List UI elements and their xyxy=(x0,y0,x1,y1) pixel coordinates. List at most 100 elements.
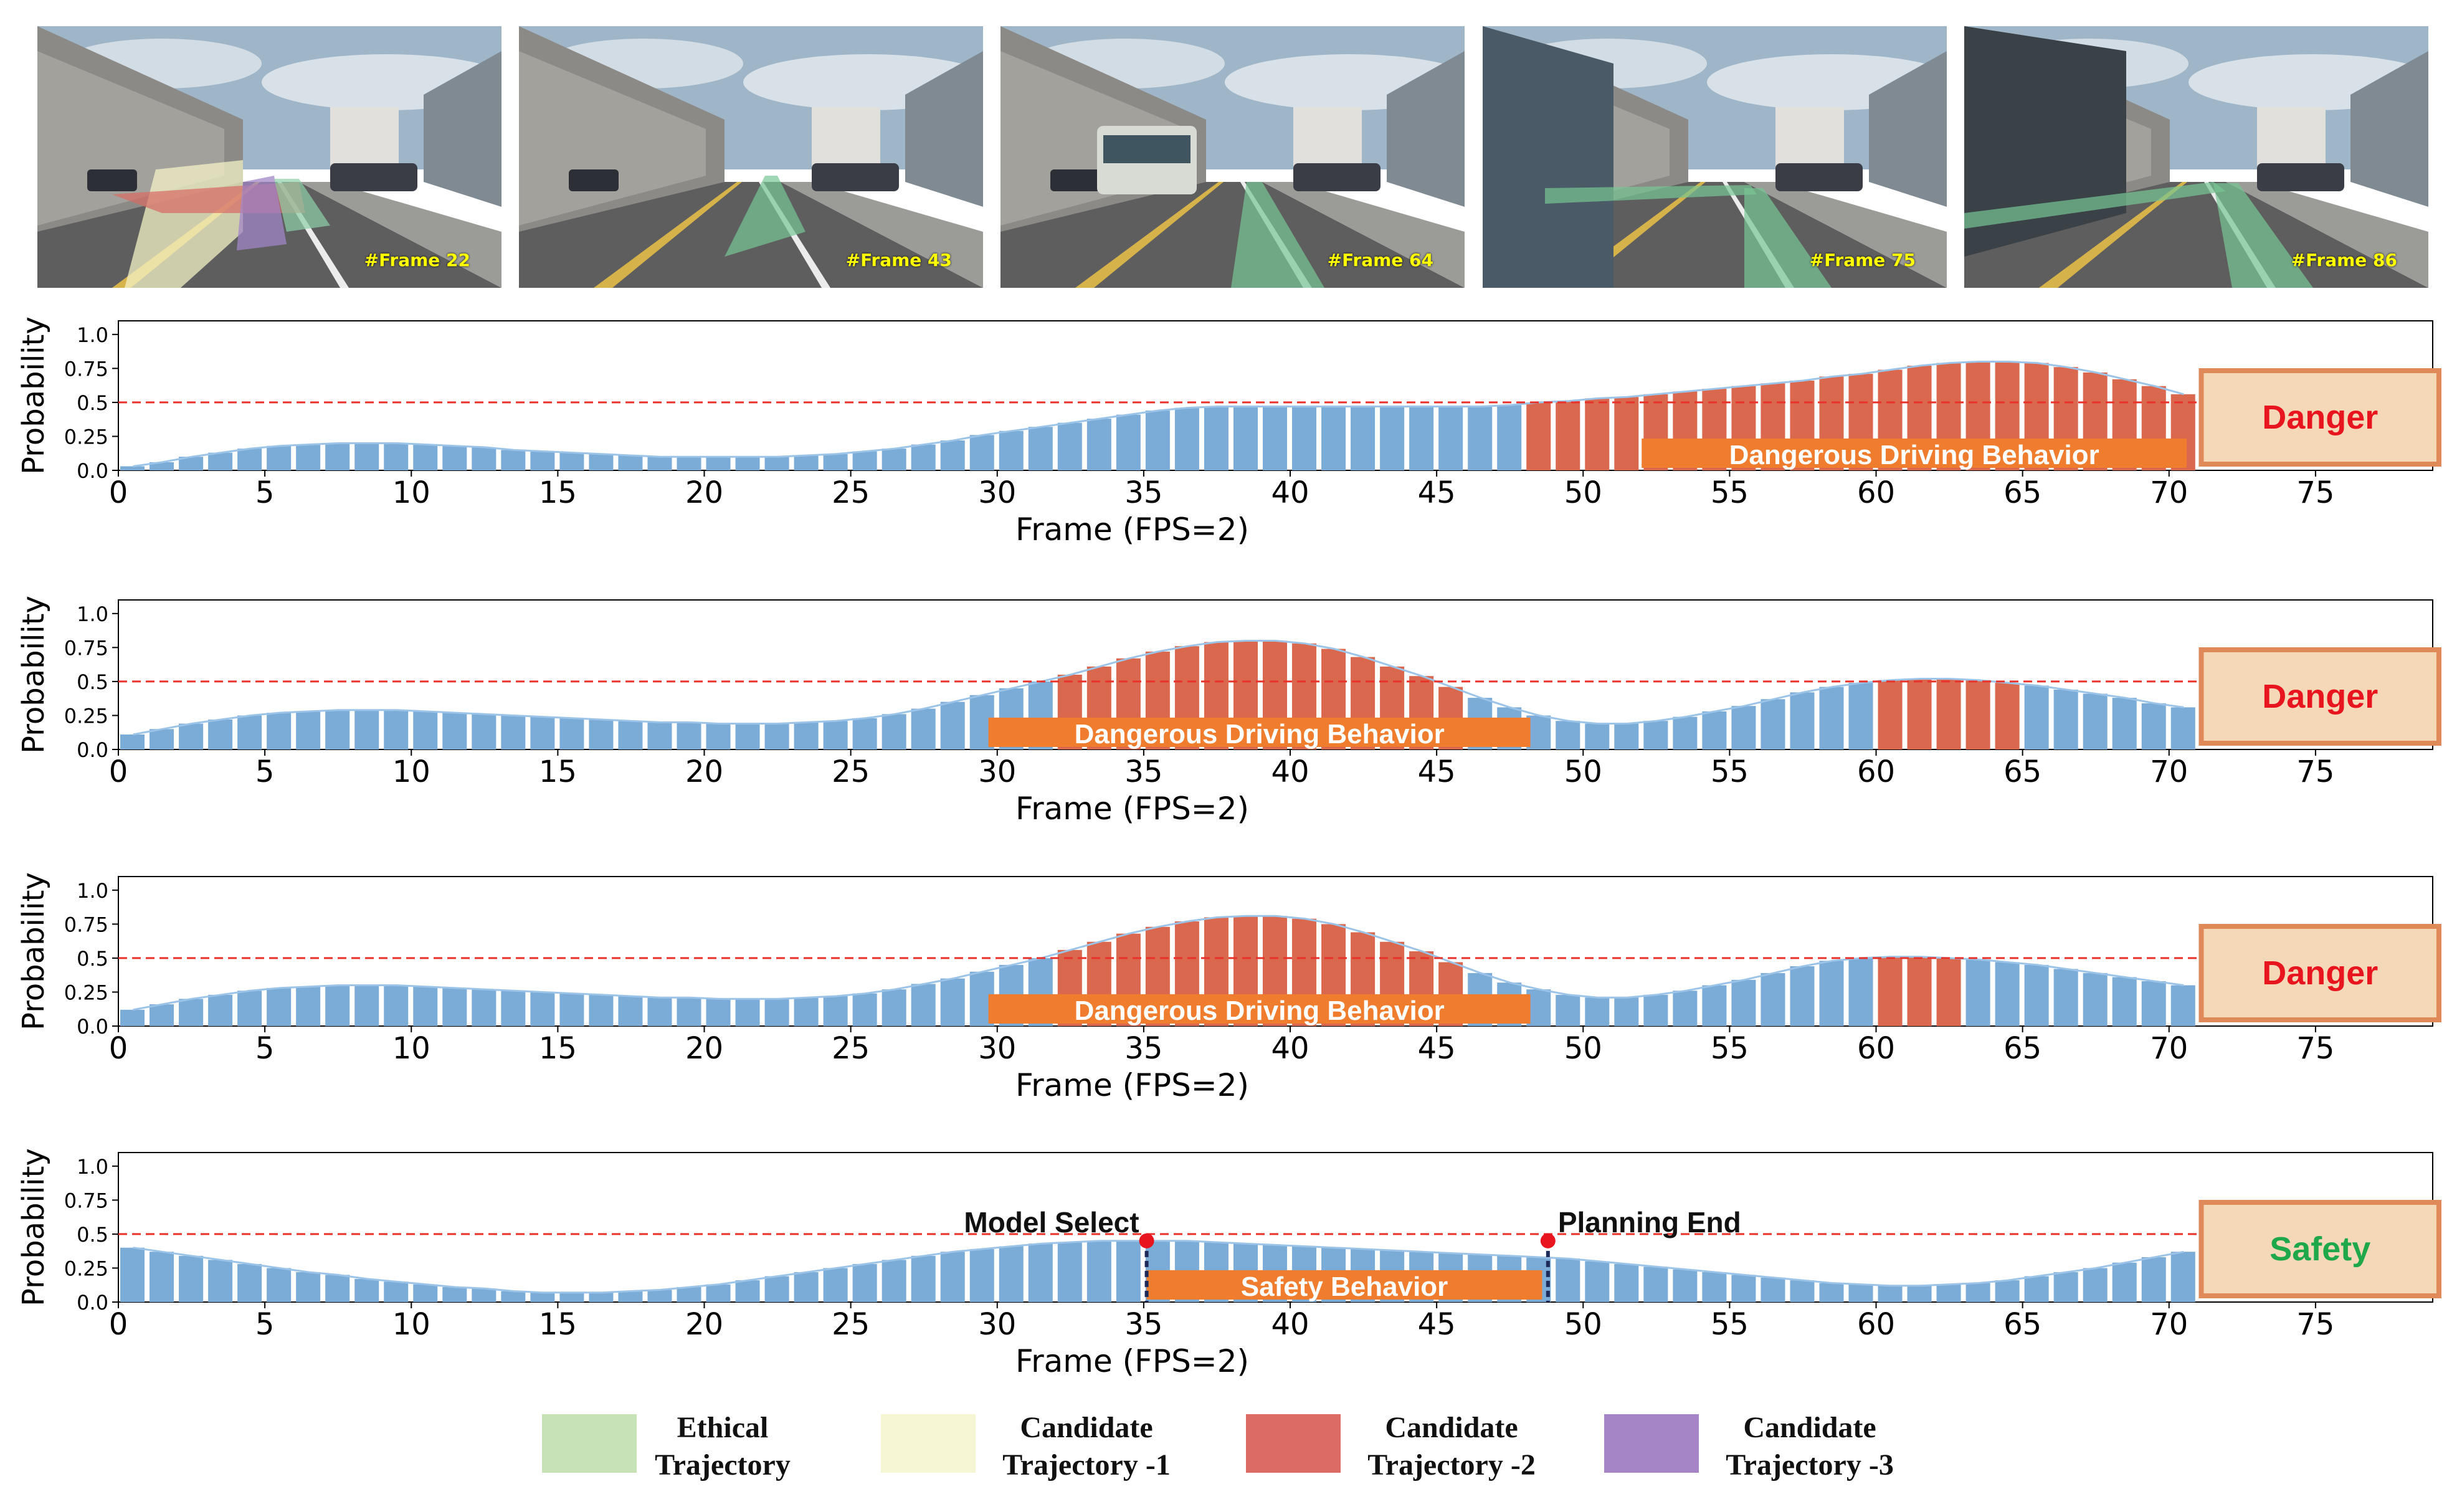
probability-bar xyxy=(677,1287,701,1302)
legend-label-line1: Candidate xyxy=(1385,1411,1518,1444)
y-tick-label: 1.0 xyxy=(77,1155,108,1179)
probability-bar xyxy=(2170,1252,2195,1302)
camera-frame: #Frame 22 xyxy=(37,26,501,288)
probability-bar xyxy=(413,986,438,1026)
x-tick-label: 45 xyxy=(1418,475,1456,510)
probability-bar xyxy=(677,722,701,749)
x-tick-label: 65 xyxy=(2003,1031,2041,1066)
x-tick-label: 40 xyxy=(1271,754,1309,789)
probability-bar xyxy=(2112,698,2137,749)
x-tick-label: 25 xyxy=(832,754,870,789)
probability-bar xyxy=(501,450,526,470)
x-tick-label: 60 xyxy=(1857,1307,1895,1342)
camera-frame: #Frame 75 xyxy=(1483,26,1947,288)
probability-bar xyxy=(764,1276,789,1302)
behavior-label: Dangerous Driving Behavior xyxy=(1729,440,2099,470)
frame-label: #Frame 64 xyxy=(1327,250,1433,270)
probability-bar xyxy=(2170,985,2195,1026)
probability-bar xyxy=(120,1009,145,1026)
status-box xyxy=(2198,1200,2441,1298)
x-axis-label: Frame (FPS=2) xyxy=(1015,1067,1249,1103)
probability-bar xyxy=(882,1260,906,1302)
x-tick-label: 30 xyxy=(978,1307,1016,1342)
probability-bar xyxy=(706,1284,731,1302)
probability-bar xyxy=(764,723,789,749)
status-label: Danger xyxy=(2262,954,2378,992)
probability-bar xyxy=(1643,994,1668,1026)
probability-bar xyxy=(940,978,965,1026)
x-tick-label: 15 xyxy=(539,475,577,510)
probability-bar xyxy=(589,994,614,1026)
x-tick-label: 15 xyxy=(539,754,577,789)
probability-bar xyxy=(2141,703,2166,749)
probability-bar xyxy=(1848,683,1873,749)
probability-chart: Dangerous Driving Behavior Danger 0.0 0.25 0… xyxy=(16,872,2441,1103)
probability-bar xyxy=(472,714,497,749)
danger-bar xyxy=(1907,956,1932,1026)
x-tick-label: 40 xyxy=(1271,1031,1309,1066)
probability-bar xyxy=(1878,1285,1903,1302)
probability-bar xyxy=(296,711,321,749)
probability-bar xyxy=(999,1246,1024,1302)
behavior-label: Dangerous Driving Behavior xyxy=(1075,719,1445,749)
probability-bar xyxy=(852,1263,877,1302)
probability-bar xyxy=(1790,966,1815,1026)
probability-bar xyxy=(1848,1284,1873,1302)
x-tick-label: 70 xyxy=(2150,1307,2188,1342)
x-tick-label: 0 xyxy=(109,1307,128,1342)
y-tick-label: 0.0 xyxy=(77,1291,108,1315)
probability-bar xyxy=(940,1252,965,1302)
danger-bar xyxy=(1995,683,2020,749)
danger-bar xyxy=(1907,678,1932,749)
probability-bar xyxy=(384,985,409,1026)
legend-swatch xyxy=(1604,1414,1699,1473)
probability-bar xyxy=(384,443,409,470)
probability-bar xyxy=(852,451,877,470)
probability-bar xyxy=(852,718,877,749)
behavior-label: Dangerous Driving Behavior xyxy=(1075,996,1445,1026)
probability-bar xyxy=(1585,1261,1610,1302)
camera-frame-strip: #Frame 22 #Frame 43 #Frame 64 #Frame 75 #Fra… xyxy=(37,26,2442,294)
x-tick-label: 75 xyxy=(2296,754,2334,789)
probability-bar xyxy=(823,721,848,749)
legend: Ethical Trajectory Candidate Trajectory … xyxy=(0,1402,2457,1489)
probability-bar xyxy=(1673,1269,1698,1302)
x-tick-label: 60 xyxy=(1857,1031,1895,1066)
x-tick-label: 10 xyxy=(392,1031,430,1066)
probability-bar xyxy=(618,1291,643,1302)
probability-bar xyxy=(442,1287,467,1302)
probability-bar xyxy=(911,984,936,1026)
probability-bar xyxy=(208,720,233,749)
probability-bar xyxy=(618,996,643,1026)
x-tick-label: 75 xyxy=(2296,475,2334,510)
probability-bar xyxy=(677,997,701,1026)
probability-bar xyxy=(647,1290,672,1302)
x-tick-label: 10 xyxy=(392,475,430,510)
probability-bar xyxy=(2053,690,2078,749)
x-tick-label: 5 xyxy=(255,1031,275,1066)
x-tick-label: 65 xyxy=(2003,754,2041,789)
y-tick-label: 0.0 xyxy=(77,459,108,483)
x-tick-label: 0 xyxy=(109,475,128,510)
y-tick-label: 0.75 xyxy=(64,636,108,660)
y-axis-label: Probability xyxy=(16,1148,51,1306)
probability-chart: Dangerous Driving Behavior Danger 0.0 0.25 0… xyxy=(16,596,2441,827)
probability-bar xyxy=(1673,716,1698,749)
probability-bar xyxy=(2141,981,2166,1026)
probability-bar xyxy=(1731,706,1756,749)
probability-bar xyxy=(706,457,731,470)
probability-bar xyxy=(1204,406,1228,470)
probability-bar xyxy=(1965,1283,1990,1302)
y-axis-label: Probability xyxy=(16,872,51,1030)
probability-bar xyxy=(735,723,760,749)
probability-bar xyxy=(150,729,174,749)
probability-bar xyxy=(1761,1277,1785,1302)
status-box xyxy=(2198,647,2441,746)
probability-bar xyxy=(237,715,262,749)
probability-bar xyxy=(179,1255,204,1302)
probability-bar xyxy=(208,1260,233,1302)
probability-bar xyxy=(413,444,438,470)
street-scene-image xyxy=(1964,26,2428,288)
behavior-bar-overlay xyxy=(1146,1270,1542,1300)
probability-bar xyxy=(237,449,262,470)
